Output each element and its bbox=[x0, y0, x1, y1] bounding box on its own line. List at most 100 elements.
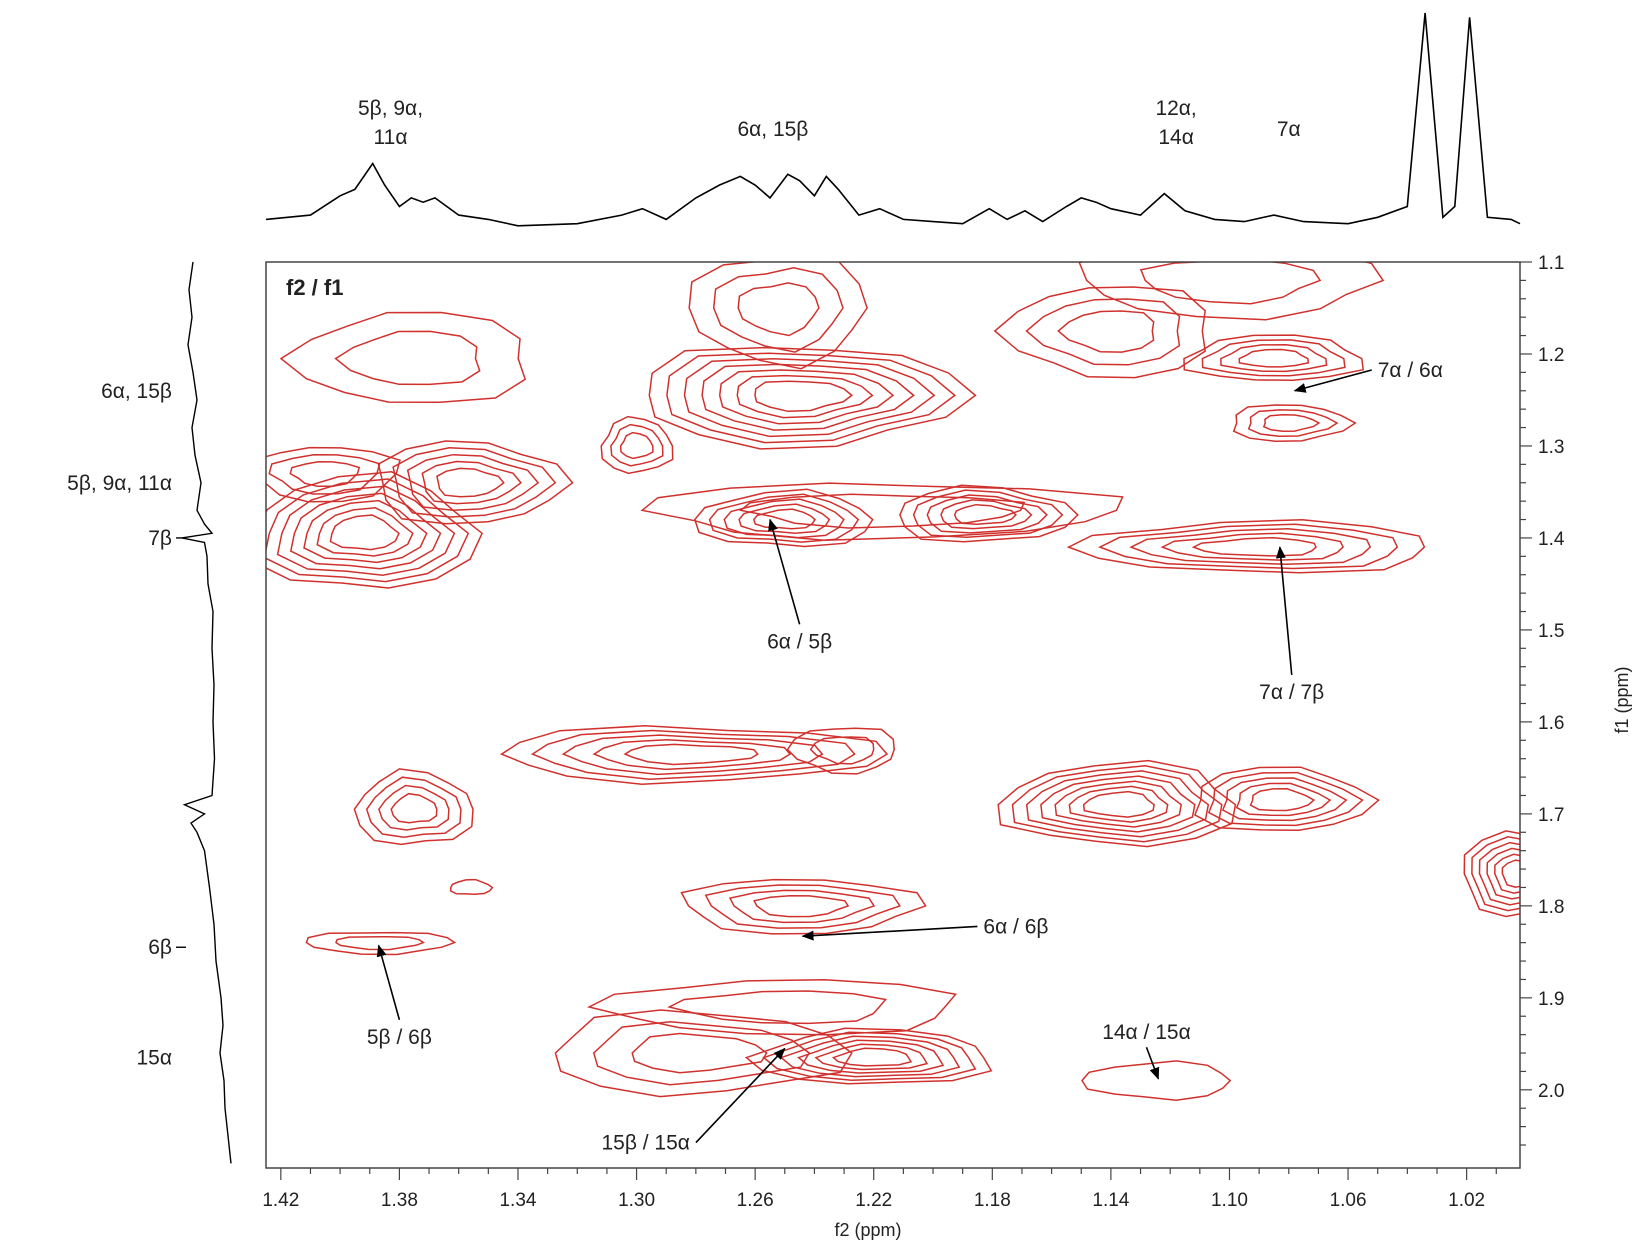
contour-level bbox=[329, 514, 400, 551]
cross-peak-label: 14α / 15α bbox=[1102, 1021, 1191, 1044]
contour-level bbox=[1249, 788, 1316, 812]
contour-level bbox=[1057, 310, 1155, 353]
top-peak-label-line: 7α bbox=[1277, 118, 1301, 141]
contour-level bbox=[648, 346, 977, 450]
contour-level bbox=[1040, 775, 1196, 833]
contour-level bbox=[680, 878, 927, 935]
contour-level bbox=[1129, 527, 1372, 566]
left-peak-label: 6β bbox=[148, 936, 172, 959]
cross-peak-label: 6α / 5β bbox=[767, 630, 832, 653]
top-projection-spectrum: 5β, 9α, 11α 6α, 15β 12α, 14α 7α bbox=[265, 12, 1521, 227]
cross-peak-arrow bbox=[1275, 546, 1293, 675]
x-tick-label: 1.26 bbox=[737, 1190, 774, 1211]
y-tick-label: 1.9 bbox=[1538, 989, 1564, 1010]
contour-level bbox=[1025, 770, 1210, 838]
contour-level bbox=[754, 380, 854, 413]
contour-level bbox=[1139, 262, 1322, 305]
contour-level bbox=[631, 1032, 768, 1074]
top-peak-label-line: 5β, 9α, bbox=[358, 97, 423, 120]
contour-level bbox=[1183, 334, 1365, 382]
contour-level bbox=[1221, 777, 1348, 822]
y-tick-label: 1.1 bbox=[1538, 253, 1564, 274]
contour-level bbox=[449, 878, 494, 895]
top-projection-trace bbox=[265, 12, 1521, 227]
cross-peak-arrow bbox=[801, 925, 978, 941]
contour-level bbox=[1478, 841, 1520, 906]
x-tick-label: 1.22 bbox=[855, 1190, 892, 1211]
top-peak-label: 12α, 14α bbox=[1155, 97, 1196, 149]
contour-level bbox=[712, 267, 844, 353]
x-axis-title: f2 (ppm) bbox=[834, 1220, 901, 1240]
contour-level bbox=[953, 503, 1017, 525]
contour-level bbox=[436, 467, 505, 498]
contour-level bbox=[1220, 343, 1328, 373]
contour-level bbox=[723, 498, 845, 539]
contour-level bbox=[728, 889, 876, 924]
contour-level bbox=[377, 440, 574, 525]
left-peak-label: 15α bbox=[137, 1047, 173, 1070]
contour-level bbox=[1081, 1060, 1232, 1101]
contour-level bbox=[279, 311, 527, 404]
contour-level bbox=[499, 725, 889, 786]
contour-level bbox=[530, 729, 856, 781]
contour-level bbox=[1054, 780, 1183, 828]
contour-level bbox=[640, 482, 1124, 541]
contour-level bbox=[623, 743, 759, 766]
contour-level bbox=[334, 330, 481, 386]
top-peak-label-line: 14α bbox=[1158, 126, 1194, 149]
contour-level bbox=[1232, 404, 1357, 443]
contour-level bbox=[406, 453, 540, 512]
contour-level bbox=[586, 979, 958, 1036]
left-projection-trace bbox=[181, 261, 232, 1164]
contour-level bbox=[421, 460, 522, 505]
y-tick-label: 1.7 bbox=[1538, 805, 1564, 826]
left-peak-label: 6α, 15β bbox=[101, 380, 172, 403]
contour-level bbox=[831, 1047, 913, 1067]
cross-peak-label: 6α / 6β bbox=[983, 915, 1048, 938]
contour-level bbox=[993, 286, 1207, 379]
contour-level bbox=[1501, 859, 1520, 888]
y-axis: 1.1 1.2 1.3 1.4 1.5 1.6 1.7 1.8 1.9 2.0 bbox=[1520, 253, 1565, 1146]
contour-level bbox=[276, 485, 456, 576]
contour-level bbox=[600, 415, 674, 475]
contour-level bbox=[1011, 765, 1223, 843]
cross-peak-label: 15β / 15α bbox=[601, 1132, 689, 1155]
x-tick-label: 1.30 bbox=[618, 1190, 655, 1211]
contour-level bbox=[738, 503, 831, 534]
contour-level bbox=[335, 935, 426, 951]
cross-peak-arrow bbox=[376, 944, 401, 1021]
cross-peak-label: 7α / 6α bbox=[1378, 359, 1443, 382]
contour-level bbox=[289, 492, 442, 570]
y-tick-label: 2.0 bbox=[1538, 1081, 1564, 1102]
contour-level bbox=[718, 369, 895, 425]
contour-map bbox=[266, 262, 1520, 1101]
left-projection-spectrum: 6α, 15β 5β, 9α, 11α 7β 6β 15α bbox=[67, 261, 232, 1164]
contour-level bbox=[316, 507, 414, 557]
contour-level bbox=[1262, 414, 1321, 433]
top-peak-label: 6α, 15β bbox=[737, 118, 808, 141]
contour-level bbox=[744, 1027, 993, 1085]
x-tick-label: 1.38 bbox=[381, 1190, 418, 1211]
contour-level bbox=[1068, 785, 1169, 823]
contour-level bbox=[683, 358, 936, 438]
top-peak-label-line: 12α, bbox=[1155, 97, 1196, 120]
contour-level bbox=[1247, 409, 1339, 438]
x-tick-label: 1.34 bbox=[499, 1190, 536, 1211]
contour-level bbox=[997, 759, 1237, 848]
contour-level bbox=[1494, 853, 1520, 894]
cross-peak-label: 5β / 6β bbox=[367, 1026, 432, 1049]
contour-level bbox=[1082, 790, 1155, 818]
x-tick-label: 1.42 bbox=[262, 1190, 299, 1211]
top-peak-label: 7α bbox=[1277, 118, 1301, 141]
contour-level bbox=[1201, 339, 1346, 377]
x-tick-label: 1.02 bbox=[1448, 1190, 1485, 1211]
x-tick-label: 1.14 bbox=[1092, 1190, 1129, 1211]
contour-level bbox=[592, 1021, 811, 1086]
contour-level bbox=[1193, 766, 1381, 832]
contour-level bbox=[797, 1039, 945, 1074]
contour-level bbox=[561, 734, 824, 776]
x-tick-label: 1.06 bbox=[1330, 1190, 1367, 1211]
contour-level bbox=[619, 431, 654, 460]
contour-level bbox=[737, 282, 820, 337]
contour-level bbox=[303, 499, 428, 564]
